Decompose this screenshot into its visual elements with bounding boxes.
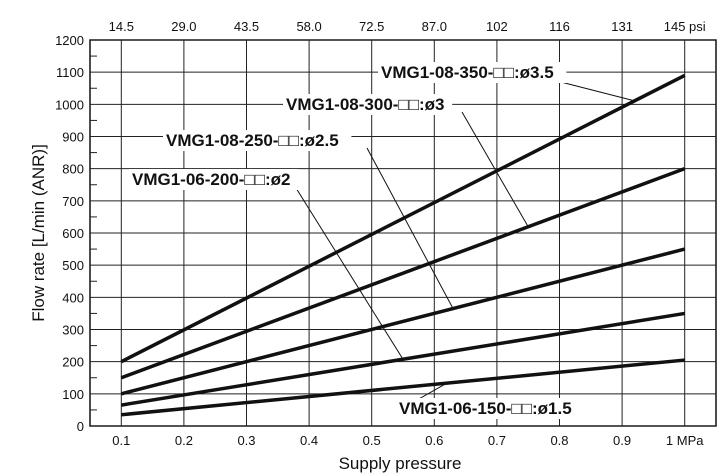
series-line bbox=[120, 167, 686, 380]
y-tick-label: 500 bbox=[62, 258, 84, 273]
series-label-background bbox=[378, 62, 567, 83]
secondary-x-tick-label: 102 bbox=[486, 19, 508, 34]
x-tick-label: 0.4 bbox=[300, 433, 318, 448]
series-line bbox=[120, 247, 686, 396]
y-axis-ticks: 0 100 200 300 400 500 600 700 800 900 1000 1100 1200 bbox=[55, 33, 84, 434]
y-tick-label: 300 bbox=[62, 323, 84, 338]
secondary-x-tick-label: 58.0 bbox=[296, 19, 321, 34]
y-tick-label: 1100 bbox=[56, 65, 84, 80]
secondary-x-tick-label: 131 bbox=[611, 19, 633, 34]
y-tick-label: 600 bbox=[62, 226, 84, 241]
series-label: VMG1-06-200-□□:ø2 bbox=[132, 170, 290, 189]
x-tick-label: 1 MPa bbox=[666, 433, 704, 448]
x-axis-ticks: 0.1 0.2 0.3 0.4 0.5 0.6 0.7 0.8 0.9 1 MPa bbox=[112, 433, 704, 448]
secondary-x-tick-label: 14.5 bbox=[109, 19, 134, 34]
x-tick-label: 0.3 bbox=[237, 433, 255, 448]
series-lines bbox=[120, 73, 686, 417]
series-label: VMG1-08-300-□□:ø3 bbox=[286, 95, 444, 114]
secondary-x-tick-label: 72.5 bbox=[359, 19, 384, 34]
series-labels: VMG1-08-350-□□:ø3.5 VMG1-08-300-□□:ø3 VMG1… bbox=[129, 62, 585, 419]
y-tick-label: 700 bbox=[62, 194, 84, 209]
series-line bbox=[121, 311, 685, 407]
series-label-background bbox=[396, 398, 585, 419]
secondary-x-tick-label: 116 bbox=[549, 19, 570, 34]
x-tick-label: 0.5 bbox=[363, 433, 381, 448]
y-axis-title: Flow rate [L/min (ANR)] bbox=[29, 144, 48, 322]
secondary-x-tick-label: 43.5 bbox=[234, 19, 259, 34]
label-leader-line bbox=[366, 147, 454, 309]
y-tick-label: 400 bbox=[62, 290, 84, 305]
secondary-x-tick-label: 87.0 bbox=[422, 19, 447, 34]
y-tick-label: 800 bbox=[62, 162, 84, 177]
series-label: VMG1-08-250-□□:ø2.5 bbox=[166, 131, 339, 150]
label-leader-line bbox=[295, 187, 404, 360]
series-label-background bbox=[163, 130, 352, 151]
series-label-background bbox=[283, 94, 453, 115]
label-leader-line bbox=[552, 79, 635, 102]
series-label-background bbox=[129, 169, 299, 190]
secondary-x-tick-label: 29.0 bbox=[171, 19, 196, 34]
series-label: VMG1-06-150-□□:ø1.5 bbox=[399, 399, 572, 418]
x-axis-title: Supply pressure bbox=[339, 454, 462, 473]
x-tick-label: 0.2 bbox=[175, 433, 193, 448]
series-label: VMG1-08-350-□□:ø3.5 bbox=[381, 63, 554, 82]
y-tick-label: 900 bbox=[62, 130, 84, 145]
y-tick-label: 0 bbox=[77, 419, 84, 434]
series-line bbox=[120, 73, 686, 364]
x-tick-label: 0.6 bbox=[425, 433, 443, 448]
y-tick-label: 1200 bbox=[55, 33, 84, 48]
label-leader-lines bbox=[295, 79, 635, 410]
x-tick-label: 0.8 bbox=[550, 433, 568, 448]
series-line bbox=[121, 358, 685, 417]
secondary-x-axis-ticks: 14.5 29.0 43.5 58.0 72.5 87.0 102 116 131 145 psi bbox=[109, 19, 706, 34]
label-leader-line bbox=[461, 111, 529, 227]
x-tick-label: 0.9 bbox=[613, 433, 631, 448]
x-tick-label: 0.7 bbox=[488, 433, 506, 448]
y-tick-label: 1000 bbox=[55, 97, 84, 112]
x-tick-label: 0.1 bbox=[112, 433, 130, 448]
y-tick-label: 200 bbox=[62, 355, 84, 370]
y-tick-label: 100 bbox=[62, 387, 84, 402]
secondary-x-tick-label: 145 psi bbox=[664, 19, 706, 34]
